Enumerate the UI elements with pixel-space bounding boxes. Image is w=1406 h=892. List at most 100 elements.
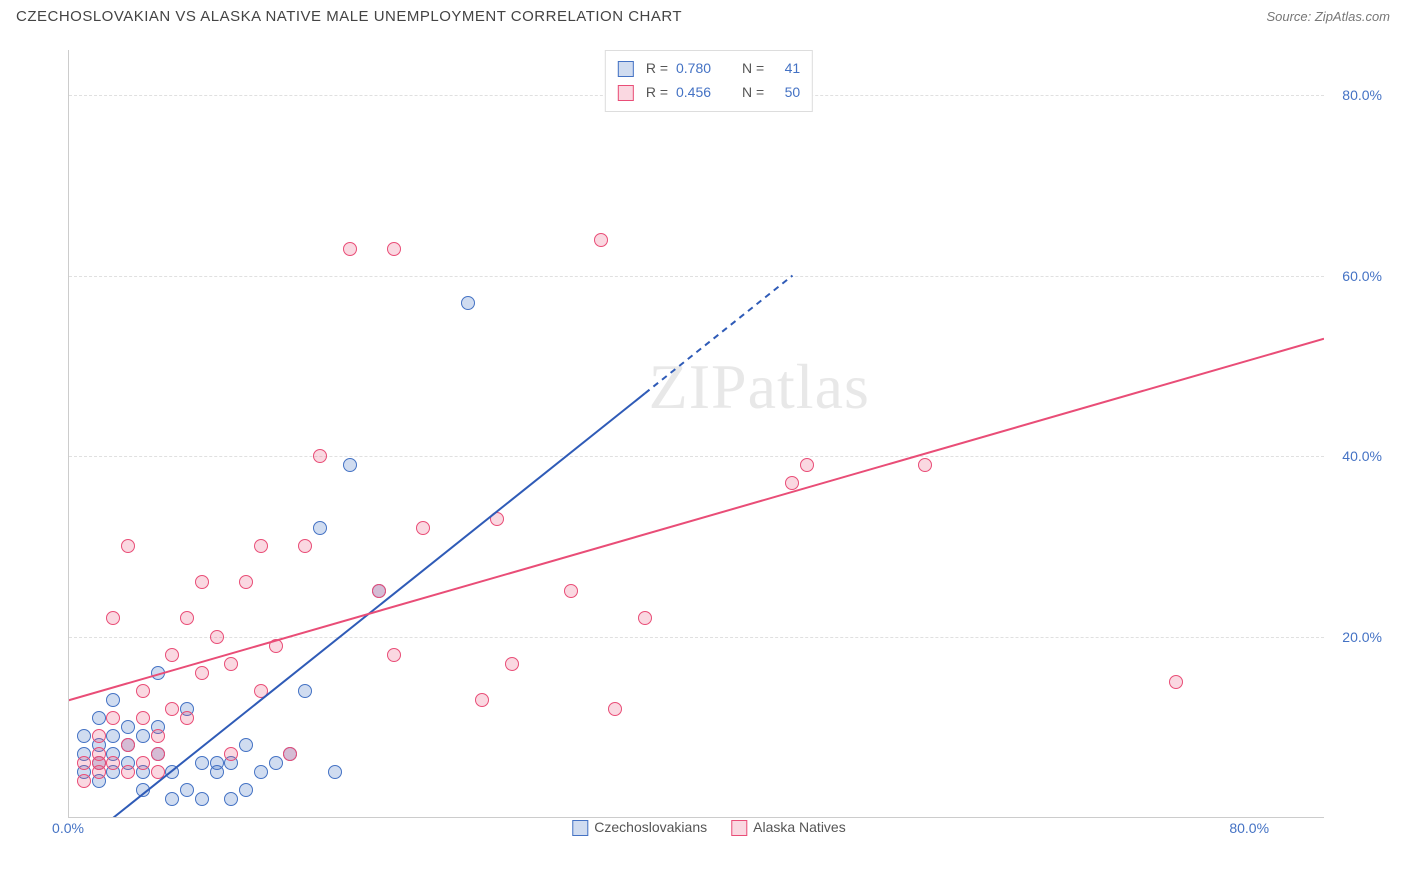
r-value: 0.780 [676,57,724,81]
data-point [136,684,150,698]
legend-swatch [618,61,634,77]
data-point [298,684,312,698]
data-point [136,783,150,797]
data-point [918,458,932,472]
data-point [136,729,150,743]
data-point [372,584,386,598]
data-point [224,657,238,671]
data-point [180,611,194,625]
data-point [106,693,120,707]
n-value: 50 [772,81,800,105]
data-point [343,242,357,256]
x-tick-label: 0.0% [52,820,84,836]
data-point [92,729,106,743]
data-point [490,512,504,526]
legend-series-item: Czechoslovakians [572,819,707,836]
chart-container: Male Unemployment ZIPatlas R =0.780N =41… [24,40,1394,852]
data-point [224,747,238,761]
data-point [165,702,179,716]
data-point [210,630,224,644]
y-tick-label: 40.0% [1342,448,1382,464]
data-point [313,449,327,463]
data-point [77,729,91,743]
data-point [165,792,179,806]
x-tick-label: 80.0% [1229,820,1269,836]
n-label: N = [742,57,764,81]
data-point [800,458,814,472]
legend-swatch [572,820,588,836]
gridline [69,276,1324,277]
data-point [151,765,165,779]
data-point [195,666,209,680]
r-label: R = [646,57,668,81]
gridline [69,637,1324,638]
y-tick-label: 80.0% [1342,87,1382,103]
data-point [92,756,106,770]
data-point [283,747,297,761]
y-tick-label: 20.0% [1342,629,1382,645]
trend-lines-layer [69,50,1324,817]
legend-correlation-row: R = 0.456 N = 50 [618,81,800,105]
data-point [106,611,120,625]
source-attribution: Source: ZipAtlas.com [1266,9,1390,24]
data-point [269,639,283,653]
data-point [461,296,475,310]
n-value: 41 [772,57,800,81]
legend-series-label: Alaska Natives [753,819,846,835]
data-point [77,756,91,770]
data-point [151,666,165,680]
legend-series-item: Alaska Natives [731,819,846,836]
data-point [298,539,312,553]
data-point [106,729,120,743]
data-point [387,242,401,256]
data-point [313,521,327,535]
data-point [269,756,283,770]
data-point [121,738,135,752]
data-point [505,657,519,671]
data-point [151,729,165,743]
data-point [224,792,238,806]
y-tick-label: 60.0% [1342,268,1382,284]
data-point [475,693,489,707]
data-point [106,711,120,725]
data-point [121,765,135,779]
data-point [165,765,179,779]
series-legend: Czechoslovakians Alaska Natives [572,819,845,836]
legend-series-label: Czechoslovakians [594,819,707,835]
data-point [195,792,209,806]
data-point [254,684,268,698]
chart-title: CZECHOSLOVAKIAN VS ALASKA NATIVE MALE UN… [16,8,682,25]
data-point [254,539,268,553]
legend-swatch [731,820,747,836]
data-point [328,765,342,779]
data-point [239,575,253,589]
data-point [121,539,135,553]
r-value: 0.456 [676,81,724,105]
plot-area: ZIPatlas [68,50,1324,818]
data-point [136,756,150,770]
data-point [254,765,268,779]
data-point [210,756,224,770]
data-point [1169,675,1183,689]
data-point [180,711,194,725]
r-label: R = [646,81,668,105]
data-point [239,738,253,752]
correlation-legend: R = 0.780 N = 41 R = 0.456 N = 50 [605,50,813,112]
data-point [121,720,135,734]
data-point [638,611,652,625]
data-point [785,476,799,490]
watermark: ZIPatlas [649,350,870,424]
data-point [195,575,209,589]
data-point [416,521,430,535]
gridline [69,456,1324,457]
legend-swatch [618,85,634,101]
data-point [136,711,150,725]
data-point [343,458,357,472]
data-point [195,756,209,770]
data-point [594,233,608,247]
data-point [564,584,578,598]
data-point [239,783,253,797]
data-point [180,783,194,797]
legend-correlation-row: R = 0.780 N = 41 [618,57,800,81]
n-label: N = [742,81,764,105]
